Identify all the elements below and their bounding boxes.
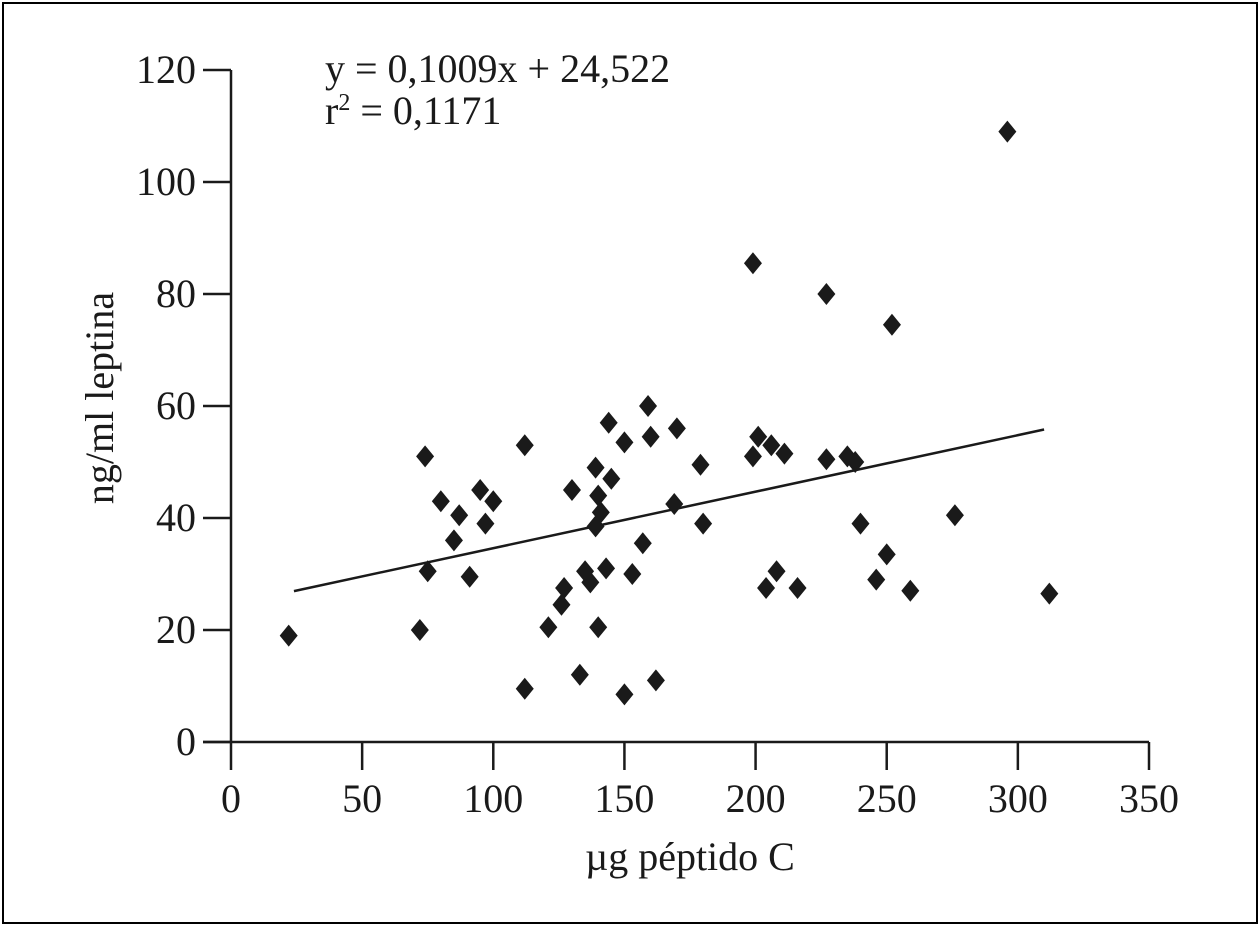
data-point — [846, 451, 865, 473]
data-point — [552, 593, 571, 616]
data-point — [615, 683, 634, 706]
data-point — [597, 557, 616, 580]
data-point — [416, 445, 435, 468]
data-point — [471, 479, 490, 501]
data-point — [641, 425, 660, 448]
x-tick-label: 150 — [594, 776, 654, 821]
x-tick-label: 300 — [988, 776, 1048, 821]
regression-line — [293, 428, 1045, 593]
data-point — [599, 411, 618, 434]
data-point — [788, 577, 807, 599]
data-point — [867, 568, 886, 591]
data-point — [691, 453, 710, 476]
data-point — [589, 484, 608, 507]
x-tick-label: 50 — [342, 776, 382, 821]
ticks: 0 20 40 60 80 100 120 0 50 100 150 200 250 300 350 — [136, 47, 1179, 821]
data-point — [586, 456, 605, 479]
data-point — [877, 543, 896, 566]
data-point — [743, 252, 762, 275]
data-point — [460, 565, 479, 588]
x-tick-label: 100 — [463, 776, 523, 821]
data-point — [665, 493, 684, 515]
data-point — [851, 512, 870, 535]
data-point — [431, 490, 450, 513]
data-points — [279, 120, 1059, 706]
trendline — [293, 428, 1045, 593]
data-point — [279, 624, 298, 647]
y-tick-label: 80 — [156, 271, 196, 316]
r-squared-symbol: r — [325, 88, 338, 133]
y-tick-label: 120 — [136, 47, 196, 92]
y-axis-title: ng/ml leptina — [77, 292, 122, 504]
data-point — [817, 283, 836, 305]
y-tick-label: 0 — [176, 719, 196, 764]
data-point — [633, 532, 652, 555]
data-point — [515, 434, 534, 457]
y-tick-label: 60 — [156, 383, 196, 428]
data-point — [539, 616, 558, 639]
data-point — [762, 434, 781, 457]
x-tick-label: 350 — [1119, 776, 1179, 821]
y-tick-label: 20 — [156, 607, 196, 652]
data-point — [562, 479, 581, 501]
data-point — [418, 560, 437, 583]
x-tick-label: 200 — [726, 776, 786, 821]
x-tick-label: 0 — [221, 776, 241, 821]
data-point — [570, 663, 589, 686]
axes — [203, 70, 1149, 744]
data-point — [998, 120, 1017, 143]
r-squared-superscript: 2 — [338, 90, 350, 116]
data-point — [444, 529, 463, 552]
data-point — [639, 395, 658, 417]
data-point — [901, 579, 920, 602]
x-axis-title: µg péptido C — [585, 834, 795, 879]
data-point — [667, 417, 686, 440]
data-point — [476, 512, 495, 535]
data-point — [1040, 582, 1059, 605]
data-point — [615, 431, 634, 454]
y-tick-label: 40 — [156, 495, 196, 540]
r-squared-value: = 0,1171 — [350, 88, 501, 133]
data-point — [410, 619, 429, 641]
data-point — [589, 616, 608, 639]
data-point — [581, 571, 600, 594]
data-point — [817, 448, 836, 471]
r-squared: r2 = 0,1171 — [325, 88, 501, 133]
data-point — [694, 512, 713, 535]
data-point — [602, 467, 621, 490]
regression-equation: y = 0,1009x + 24,522 — [325, 46, 670, 91]
data-point — [882, 313, 901, 336]
data-point — [757, 577, 776, 599]
data-point — [743, 445, 762, 468]
data-point — [646, 669, 665, 692]
data-point — [767, 560, 786, 583]
data-point — [450, 504, 469, 527]
data-point — [749, 425, 768, 448]
x-tick-label: 250 — [857, 776, 917, 821]
data-point — [775, 442, 794, 465]
data-point — [623, 563, 642, 585]
data-point — [945, 504, 964, 527]
data-point — [591, 501, 610, 524]
data-point — [515, 677, 534, 700]
data-point — [555, 577, 574, 599]
y-tick-label: 100 — [136, 159, 196, 204]
data-point — [484, 490, 503, 513]
